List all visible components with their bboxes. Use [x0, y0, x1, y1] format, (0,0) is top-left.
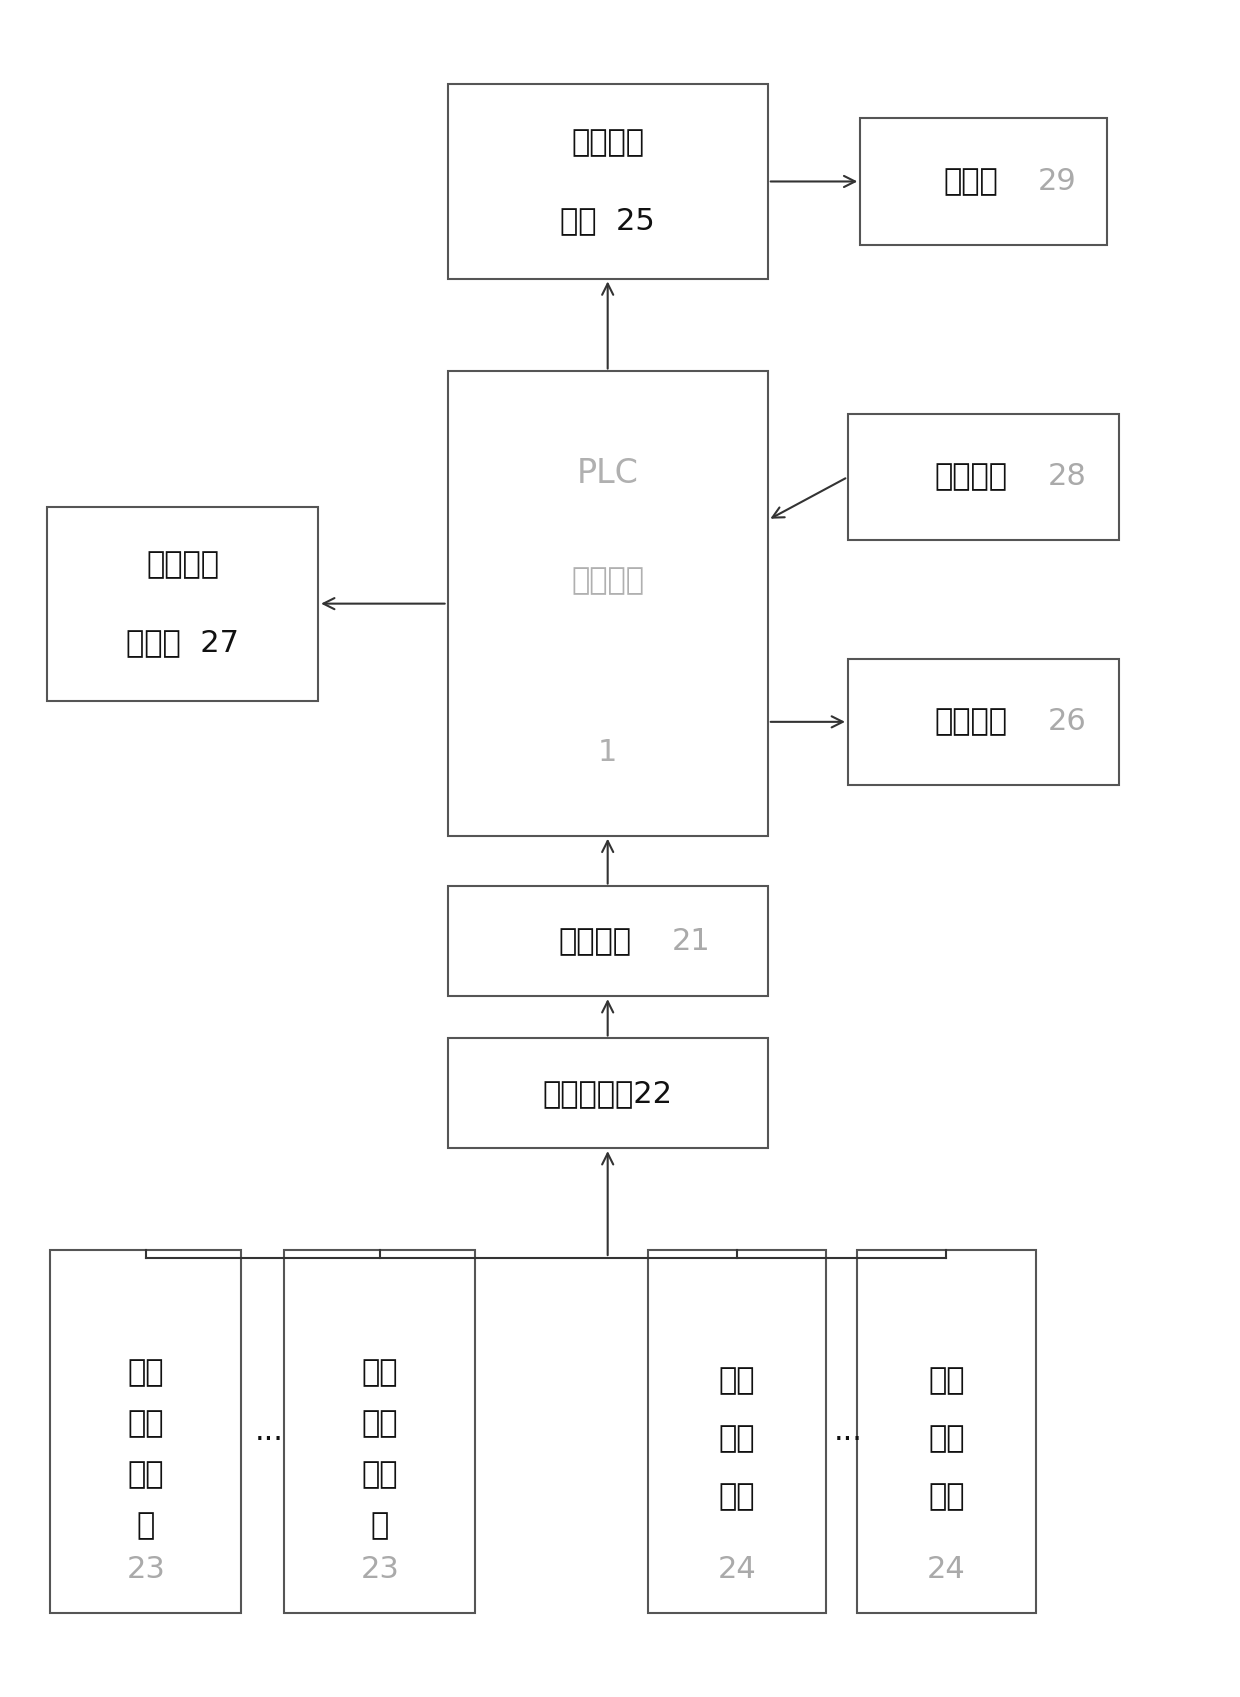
Text: 电源模块: 电源模块	[935, 463, 1008, 492]
Text: 1: 1	[598, 738, 618, 767]
Text: 传感: 传感	[128, 1459, 164, 1490]
Bar	[861, 119, 1106, 244]
Bar	[448, 372, 768, 837]
Text: 放大电路: 放大电路	[559, 927, 632, 955]
Text: 控制模块: 控制模块	[572, 565, 645, 596]
Text: 温湿: 温湿	[929, 1366, 965, 1395]
Text: 感器: 感器	[929, 1481, 965, 1510]
Bar	[448, 1039, 768, 1149]
Text: 器: 器	[371, 1510, 389, 1539]
Text: 织物: 织物	[128, 1359, 164, 1388]
Text: 电阻: 电阻	[362, 1409, 398, 1439]
Text: ...: ...	[833, 1417, 862, 1446]
Text: 模数转换器22: 模数转换器22	[543, 1079, 672, 1108]
Bar	[848, 658, 1118, 786]
Text: 温湿: 温湿	[719, 1366, 755, 1395]
Text: 23: 23	[361, 1554, 399, 1583]
Bar	[448, 886, 768, 996]
Text: 织物: 织物	[362, 1359, 398, 1388]
Text: 24: 24	[928, 1554, 966, 1583]
Bar	[448, 85, 768, 278]
Text: 器: 器	[136, 1510, 155, 1539]
Text: 24: 24	[718, 1554, 756, 1583]
Text: 26: 26	[1048, 708, 1086, 736]
Text: 度传: 度传	[719, 1424, 755, 1453]
Bar	[47, 506, 319, 701]
Text: 上位机: 上位机	[944, 166, 998, 195]
Bar	[857, 1249, 1035, 1612]
Text: 传感: 传感	[362, 1459, 398, 1490]
Text: 23: 23	[126, 1554, 165, 1583]
Bar	[51, 1249, 242, 1612]
Bar	[647, 1249, 826, 1612]
Text: 28: 28	[1048, 463, 1086, 492]
Text: 模块  25: 模块 25	[560, 205, 655, 234]
Text: PLC: PLC	[577, 456, 639, 490]
Text: 度传: 度传	[929, 1424, 965, 1453]
Text: 感器: 感器	[719, 1481, 755, 1510]
Text: 报警模块: 报警模块	[935, 708, 1008, 736]
Text: 21: 21	[672, 927, 711, 955]
Text: ...: ...	[254, 1417, 284, 1446]
Text: 29: 29	[1038, 166, 1076, 195]
Text: 电阻: 电阻	[128, 1409, 164, 1439]
Text: 数据传输: 数据传输	[572, 129, 645, 158]
Bar	[848, 414, 1118, 540]
Bar	[284, 1249, 475, 1612]
Text: 排风机调: 排风机调	[146, 550, 219, 579]
Text: 速装置  27: 速装置 27	[126, 628, 239, 657]
